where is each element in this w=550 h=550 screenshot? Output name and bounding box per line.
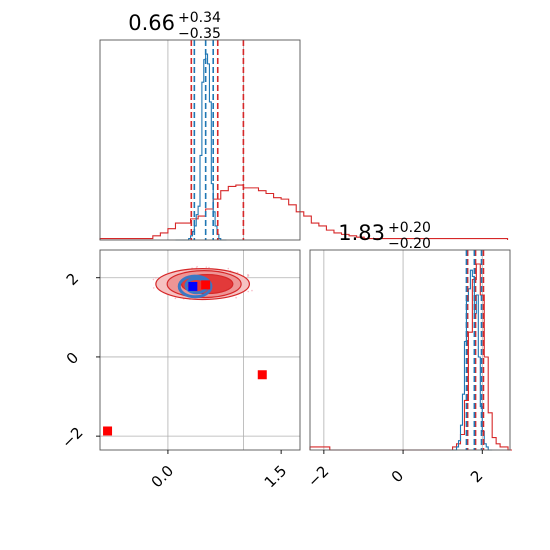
histogram-series (450, 269, 493, 451)
panel-frame (99, 39, 301, 241)
histogram-panel-p0: 0.66 +0.34−0.35 (99, 10, 509, 241)
sample-point (205, 266, 208, 268)
square-marker (188, 281, 198, 291)
square-marker (257, 370, 267, 380)
sample-point (247, 273, 249, 276)
sample-point (251, 289, 253, 292)
sample-point (152, 287, 155, 289)
y-tick-label: 2 (63, 269, 82, 288)
x-tick-label: −2 (304, 462, 332, 490)
sample-point (247, 290, 250, 293)
histogram-panel-p1: 1.83 +0.20−0.20 −2 0 2 (304, 220, 512, 491)
sample-point (196, 265, 198, 268)
sample-point (155, 277, 157, 279)
panel-title-upper: +0.34 (178, 10, 221, 26)
panel-title-lower: −0.35 (178, 26, 221, 42)
scatter-panel-p0-p1: 0.0 1.5 −2 0 2 (58, 249, 301, 492)
x-tick-label: 2 (467, 467, 486, 486)
panel-frame (309, 249, 511, 451)
x-tick-label: 0 (388, 467, 407, 486)
x-tick-label: 0.0 (148, 462, 178, 492)
panel-title: 1.83 (338, 221, 385, 245)
sample-point (174, 297, 177, 300)
panel-title: 0.66 (128, 11, 175, 35)
sample-point (236, 271, 239, 274)
histogram-series (175, 53, 227, 241)
x-tick-label: 1.5 (261, 462, 291, 492)
panel-title-lower: −0.20 (388, 236, 431, 252)
square-marker (103, 426, 113, 436)
histogram-series (99, 184, 509, 240)
sample-point (208, 266, 210, 269)
panel-title-upper: +0.20 (388, 220, 431, 236)
y-tick-label: −2 (58, 423, 86, 451)
square-marker (201, 280, 211, 290)
density-contour (177, 274, 213, 299)
panel-frame (99, 249, 301, 451)
sample-point (235, 296, 237, 299)
sample-point (227, 267, 230, 270)
sample-point (152, 278, 155, 281)
y-tick-label: 0 (63, 349, 82, 368)
